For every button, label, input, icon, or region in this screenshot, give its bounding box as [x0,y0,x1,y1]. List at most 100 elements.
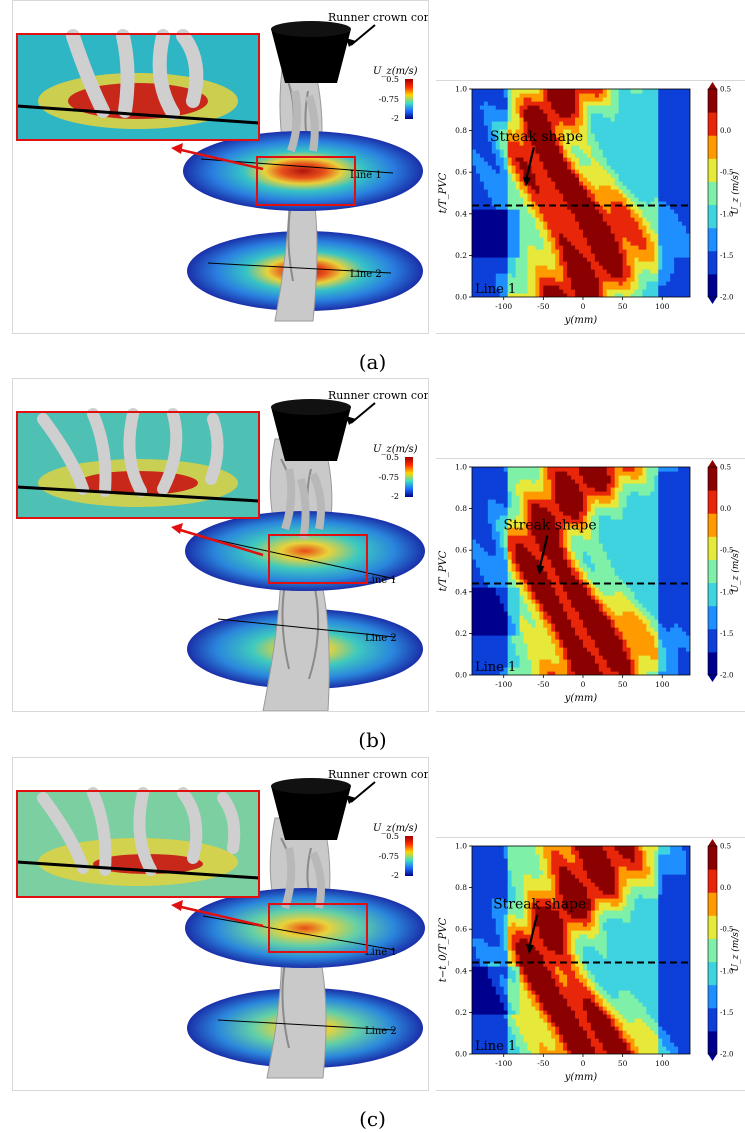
upper-disc [185,888,425,968]
inset-line [16,485,260,503]
x-tick-label: -100 [495,680,512,689]
colorbar-band [708,513,717,537]
colorbar-tick-label: 0.5 [720,464,731,472]
line-2-label: Line 2 [350,269,382,280]
plot-frame [471,466,691,676]
y-axis-label: t/T_PVC [438,172,449,213]
line-1 [202,536,396,580]
y-tick-label: 0.0 [455,1050,467,1059]
y-tick-label: 0.8 [455,504,467,513]
zoom-region [256,156,356,206]
y-tick-label: 0.4 [455,966,467,975]
line-1-label: Line 1 [365,575,397,586]
y-tick-label: 0.6 [455,925,467,934]
streak-shape-label: Streak shape [503,517,596,533]
y-tick-label: 0.8 [455,126,467,135]
y-axis-label: t−t_0/T_PVC [438,917,449,982]
heatmap-box: -100 -50 0 50 100 0.0 0.2 0.4 0.6 0.8 1.0 y(mm) t/T_… [436,458,745,712]
x-tick-label: 0 [581,1059,586,1068]
colorbar-band [708,961,717,986]
x-tick-label: 50 [618,1059,628,1068]
heatmap-field [472,467,690,675]
line-label: Line 1 [475,660,516,675]
colorbar-band [708,1030,717,1055]
colorbar-band [708,112,717,136]
runner-crown-cone [271,29,351,83]
heatmap-box: -100 -50 0 50 100 0.0 0.2 0.4 0.6 0.8 1.0 y(mm) t/T_… [436,80,745,334]
line-2-label: Line 2 [365,1026,397,1037]
colorbar-band [708,181,717,206]
colorbar-title: U_z(m/s) [373,66,418,77]
colorbar-band [708,846,717,870]
line-2 [217,1019,396,1031]
line-1 [202,915,396,951]
line-1-label: Line 1 [365,947,397,958]
colorbar [405,457,413,497]
colorbar [405,79,413,119]
vortex-illustration: Line 1 Line 2 Runner crown cone U_z(m/s)… [16,768,428,1079]
colorbar-tick-label: -1.5 [720,1009,734,1017]
colorbar-band [708,628,717,653]
colorbar-tick-label: -0.5 [720,169,734,177]
colorbar-tick-label: 0.0 [720,505,731,513]
line-2 [217,618,396,638]
vortex-rendering: Line 1 Line 2 Runner crown cone U_z(m/s)… [12,378,429,712]
colorbar-tick-label: 0.0 [720,884,731,892]
colorbar-band [708,582,717,607]
colorbar-tick-label: -1.0 [720,967,734,975]
svg-text:-2: -2 [391,492,399,501]
x-axis-label: y(mm) [564,315,598,326]
y-tick-label: 0.8 [455,883,467,892]
streak-heatmap: -100 -50 0 50 100 0.0 0.2 0.4 0.6 0.8 1.0 y(mm) t/T_… [438,460,741,704]
colorbar-tick-label: -2.0 [720,1051,734,1059]
y-tick-label: 0.2 [455,629,467,638]
colorbar-band [708,227,717,252]
svg-text:-0.75: -0.75 [378,473,399,482]
cone-label: Runner crown cone [328,11,428,24]
runner-crown-cone [271,786,351,840]
line-2 [207,262,392,274]
line-label: Line 1 [475,1039,516,1054]
colorbar-band [708,984,717,1009]
colorbar-label: U_z (m/s) [730,928,741,971]
cone-label: Runner crown cone [328,768,428,781]
colorbar-band [708,490,717,514]
colorbar-tick-label: 0.5 [720,86,731,94]
colorbar-band [708,1007,717,1032]
streak-arrow [524,146,535,182]
zoom-region [268,534,368,584]
colorbar-band [708,559,717,584]
x-tick-label: -100 [495,302,512,311]
panel-caption: (a) [358,350,387,374]
panel-caption: (c) [359,1107,386,1131]
panel-caption: (b) [358,728,387,752]
line-2-label: Line 2 [365,633,397,644]
streak-arrow [538,535,549,570]
vortex-illustration: Line 1 Line 2 Runner crown cone U_z(m/s)… [16,11,428,322]
zoom-arrow [176,904,264,928]
svg-text:0.5: 0.5 [386,453,399,462]
inset-line [16,104,260,125]
colorbar-band [708,605,717,630]
colorbar-band [708,869,717,893]
inset-line [16,860,260,880]
y-tick-label: 1.0 [455,842,467,851]
y-tick-label: 0.6 [455,168,467,177]
x-tick-label: 0 [581,302,586,311]
colorbar-tick-label: -1.5 [720,252,734,260]
plot-frame [471,845,691,1055]
y-tick-label: 0.6 [455,546,467,555]
vortex-illustration: Line 1 Line 2 Runner crown cone U_z(m/s)… [16,389,428,711]
colorbar [405,836,413,876]
colorbar-tick-label: -0.5 [720,926,734,934]
colorbar-tick-label: 0.5 [720,843,731,851]
colorbar-band [708,204,717,229]
x-tick-label: 0 [581,680,586,689]
streak-heatmap: -100 -50 0 50 100 0.0 0.2 0.4 0.6 0.8 1.0 y(mm) t/T_… [438,82,741,326]
upper-disc [183,131,423,211]
y-tick-label: 0.0 [455,671,467,680]
y-tick-label: 0.0 [455,293,467,302]
x-tick-label: -50 [537,1059,549,1068]
y-tick-label: 0.4 [455,587,467,596]
svg-text:-0.75: -0.75 [378,95,399,104]
